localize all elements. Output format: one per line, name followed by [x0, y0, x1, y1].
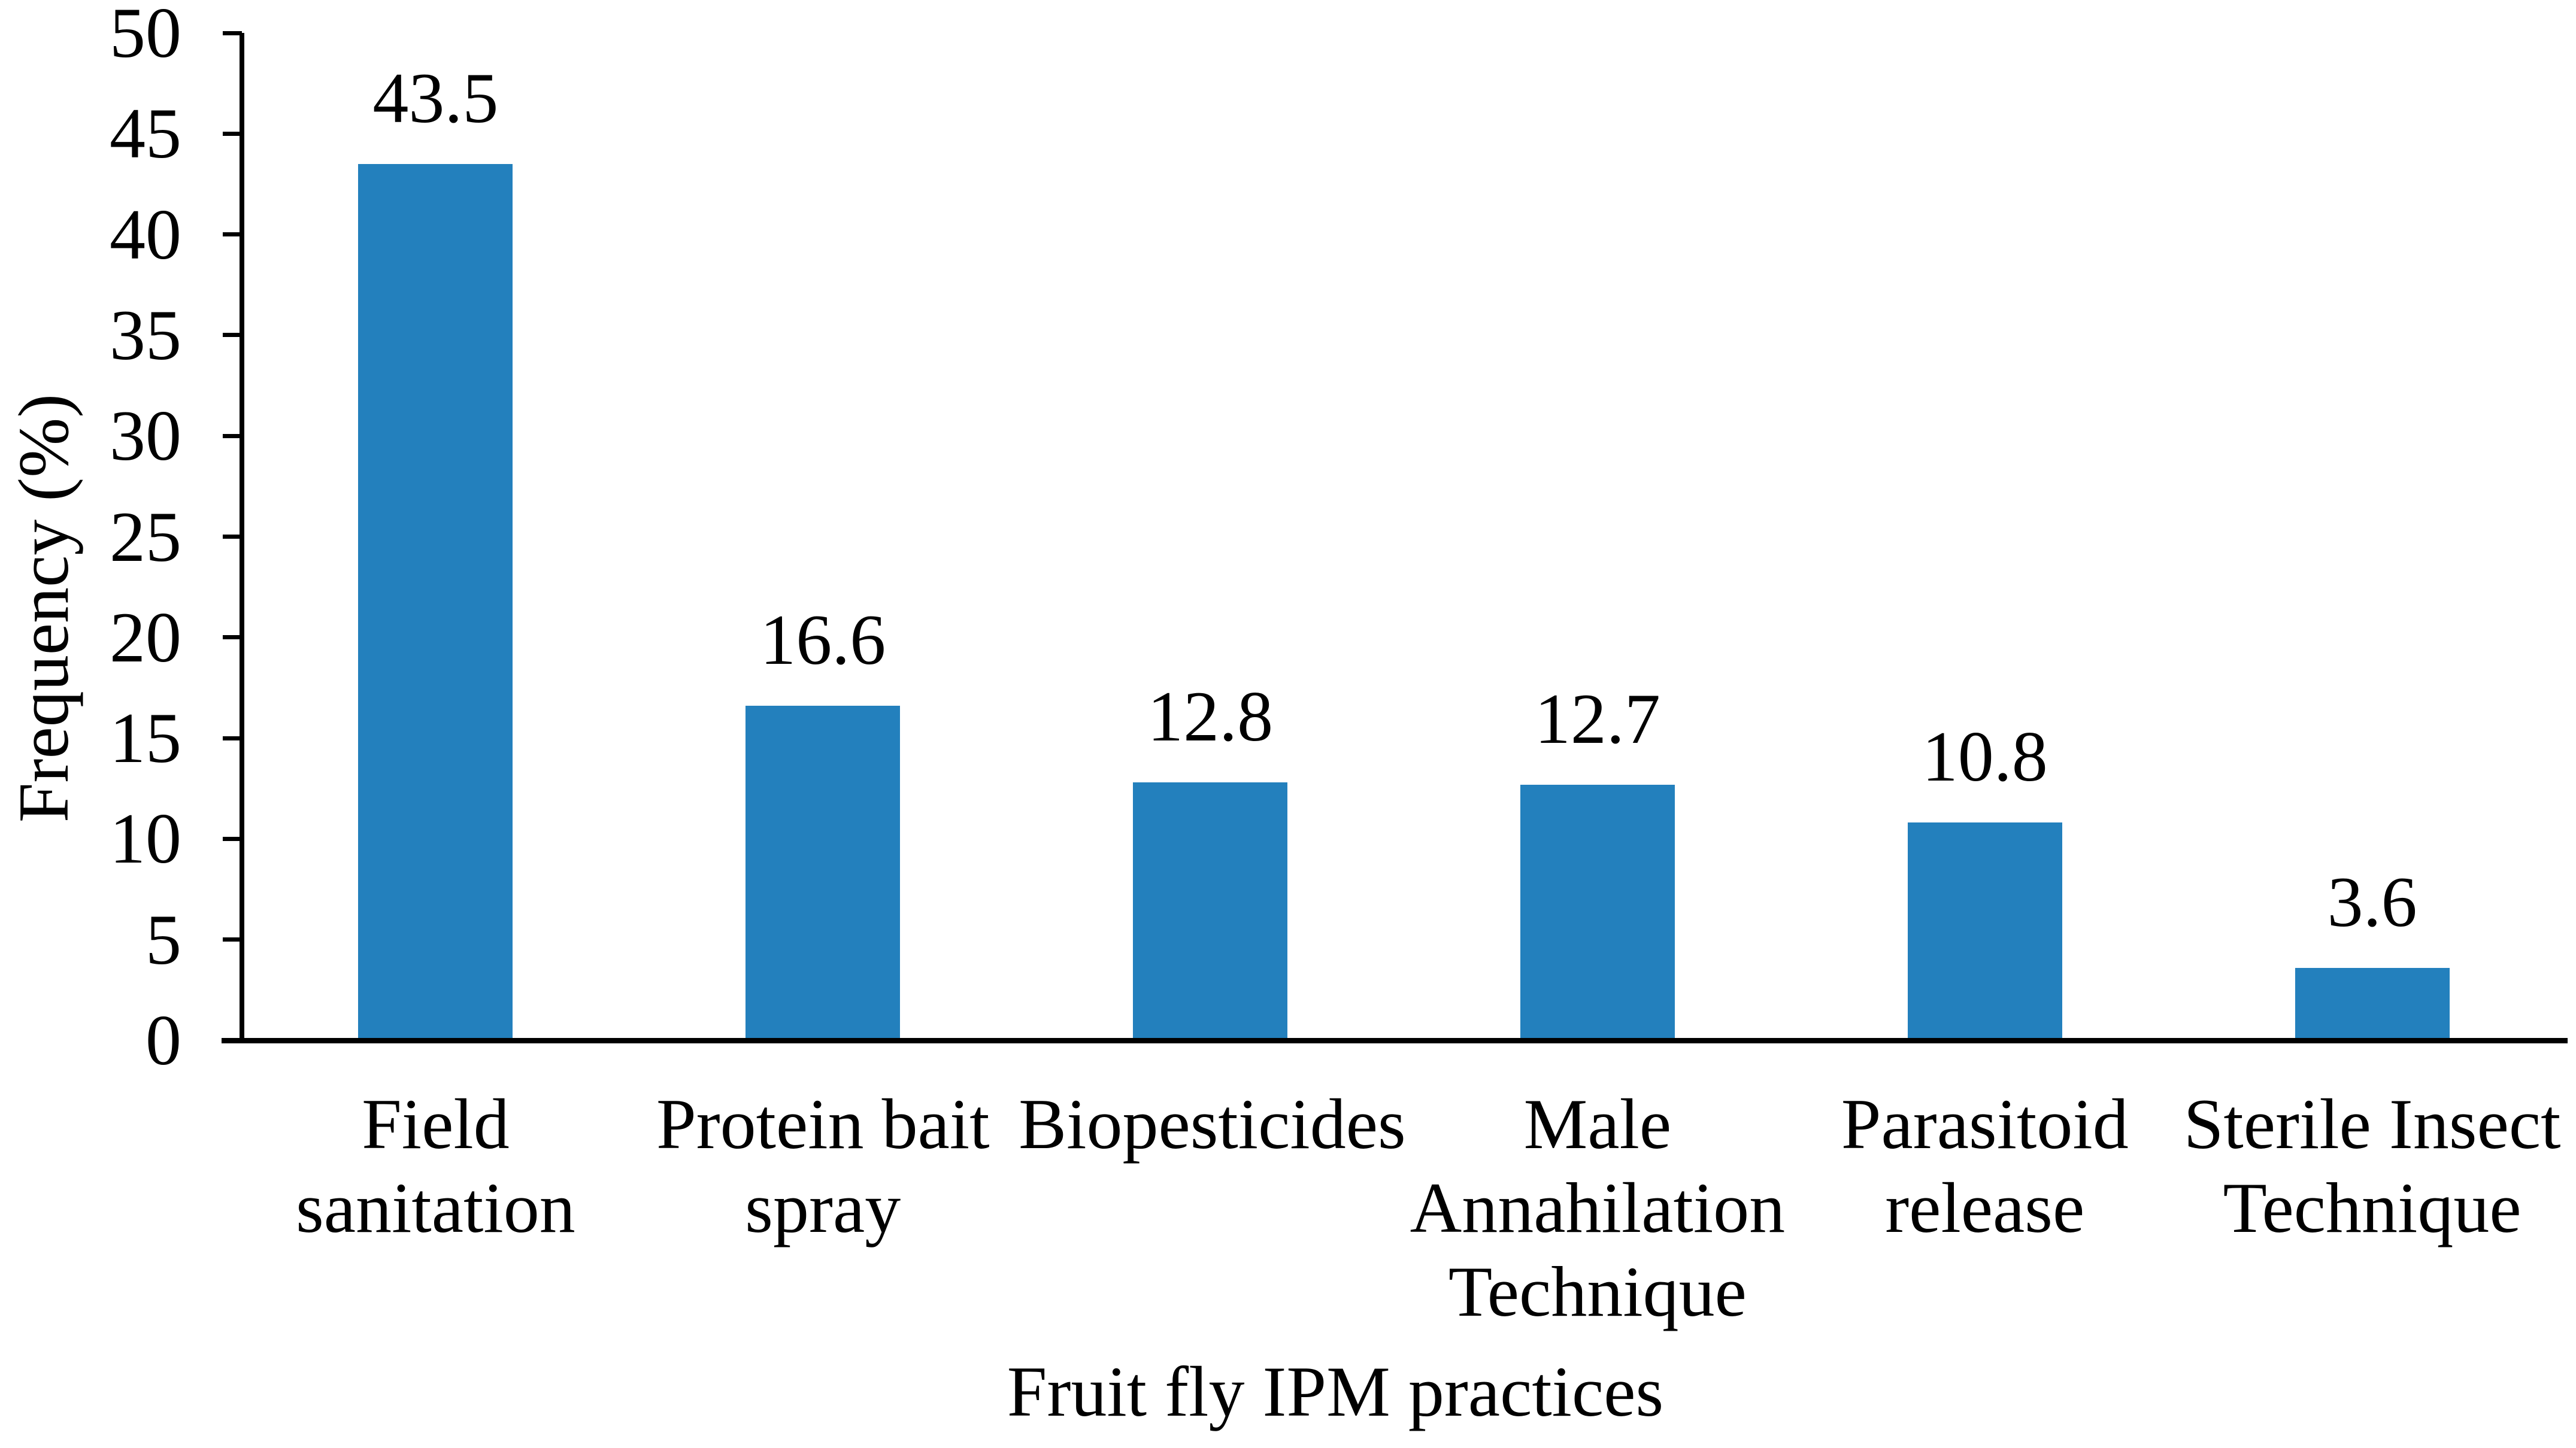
y-tick-mark [223, 736, 242, 740]
x-axis-title: Fruit fly IPM practices [1007, 1352, 1664, 1431]
bar [745, 706, 901, 1040]
category-label: Biopesticides [1019, 1084, 1406, 1164]
y-tick-mark [223, 433, 242, 438]
bar-value-label: 16.6 [760, 600, 886, 680]
y-tick-label: 40 [110, 194, 181, 274]
bar-value-label: 12.8 [1147, 676, 1274, 757]
y-tick-mark [223, 836, 242, 841]
category-label: Field sanitation [296, 1084, 575, 1247]
y-tick-mark [223, 333, 242, 338]
y-tick-mark [223, 937, 242, 942]
y-tick-mark [223, 131, 242, 136]
y-tick-label: 20 [110, 597, 181, 677]
category-label: Sterile Insect Technique [2183, 1084, 2561, 1247]
y-tick-label: 15 [110, 698, 181, 778]
category-label: Male Annahilation Technique [1410, 1084, 1786, 1331]
bar-value-label: 10.8 [1922, 717, 2048, 797]
y-axis-line [240, 33, 244, 1043]
bar-value-label: 3.6 [2327, 861, 2417, 942]
y-tick-label: 50 [110, 0, 181, 72]
category-label: Protein bait spray [656, 1084, 990, 1247]
y-tick-label: 25 [110, 496, 181, 576]
bar-value-label: 43.5 [372, 57, 499, 138]
y-tick-label: 35 [110, 295, 181, 375]
bar [1907, 822, 2062, 1040]
y-tick-mark [223, 232, 242, 237]
y-tick-label: 45 [110, 93, 181, 174]
bar [1520, 784, 1675, 1040]
x-axis-line [222, 1038, 2568, 1043]
y-tick-label: 30 [110, 396, 181, 476]
y-tick-label: 5 [146, 899, 181, 979]
bar [1133, 782, 1288, 1040]
bar-value-label: 12.7 [1534, 678, 1660, 758]
y-tick-mark [223, 31, 242, 35]
y-tick-label: 10 [110, 799, 181, 879]
y-tick-label: 0 [146, 1000, 181, 1080]
y-tick-mark [223, 535, 242, 539]
category-label: Parasitoid release [1841, 1084, 2129, 1247]
bar [358, 163, 513, 1040]
bar [2295, 967, 2450, 1040]
y-tick-mark [223, 635, 242, 640]
